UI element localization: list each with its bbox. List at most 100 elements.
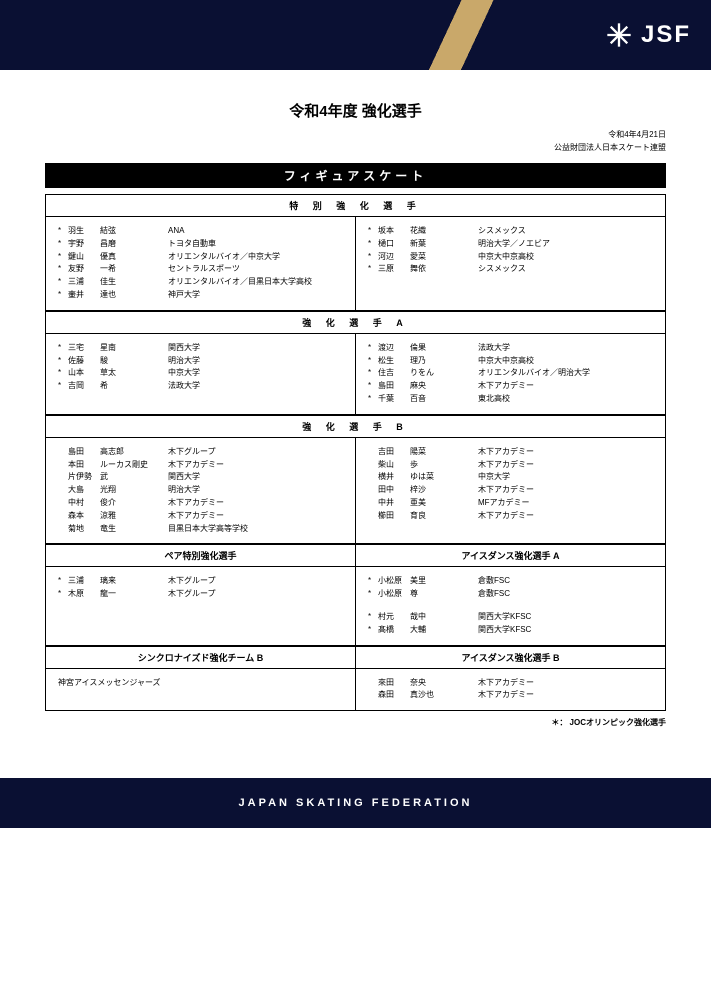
- surname: 住吉: [378, 367, 410, 380]
- jsf-logo: JSF: [605, 21, 691, 49]
- given-name: 奈央: [410, 677, 478, 690]
- given-name: 龍一: [100, 588, 168, 601]
- given-name: 結弦: [100, 225, 168, 238]
- surname: 島田: [378, 380, 410, 393]
- given-name: 麻央: [410, 380, 478, 393]
- affiliation: 関西大学: [168, 471, 343, 484]
- surname: 大島: [68, 484, 100, 497]
- affiliation: 木下アカデミー: [478, 677, 653, 690]
- athlete-row: 大島光翔明治大学: [58, 484, 343, 497]
- athlete-row: *壷井達也神戸大学: [58, 289, 343, 302]
- athlete-row: 中村俊介木下アカデミー: [58, 497, 343, 510]
- surname: 佐藤: [68, 355, 100, 368]
- athlete-row: *三原舞依シスメックス: [368, 263, 653, 276]
- page-title: 令和4年度 強化選手: [45, 100, 666, 121]
- athlete-row: *千葉百音東北高校: [368, 393, 653, 406]
- given-name: 倫果: [410, 342, 478, 355]
- affiliation: オリエンタルバイオ／目黒日本大学高校: [168, 276, 343, 289]
- surname: 三原: [378, 263, 410, 276]
- star-mark: *: [368, 367, 378, 380]
- star-mark: [58, 484, 68, 497]
- star-mark: [368, 689, 378, 702]
- given-name: 育良: [410, 510, 478, 523]
- athlete-row: *三宅星南関西大学: [58, 342, 343, 355]
- section-pair-iceA-header: ペア特別強化選手 アイスダンス強化選手 A: [46, 544, 665, 567]
- athlete-row: *島田麻央木下アカデミー: [368, 380, 653, 393]
- surname: 本田: [68, 459, 100, 472]
- star-mark: [368, 471, 378, 484]
- athlete-row: *河辺愛菜中京大中京高校: [368, 251, 653, 264]
- surname: 木原: [68, 588, 100, 601]
- surname: 渡辺: [378, 342, 410, 355]
- surname: 吉岡: [68, 380, 100, 393]
- affiliation: 木下アカデミー: [168, 497, 343, 510]
- surname: 宇野: [68, 238, 100, 251]
- surname: 柴山: [378, 459, 410, 472]
- section-a-body: *三宅星南関西大学*佐藤駿明治大学*山本草太中京大学*吉岡希法政大学 *渡辺倫果…: [46, 334, 665, 415]
- star-mark: *: [58, 225, 68, 238]
- given-name: 花織: [410, 225, 478, 238]
- athlete-row: *小松原美里倉敷FSC: [368, 575, 653, 588]
- affiliation: 中京大中京高校: [478, 251, 653, 264]
- document-content: 令和4年度 強化選手 令和4年4月21日 公益財団法人日本スケート連盟 フィギュ…: [0, 70, 711, 748]
- athlete-row: *鍵山優真オリエンタルバイオ／中京大学: [58, 251, 343, 264]
- given-name: 舞依: [410, 263, 478, 276]
- affiliation: トヨタ自動車: [168, 238, 343, 251]
- affiliation: シスメックス: [478, 263, 653, 276]
- athlete-row: 來田奈央木下アカデミー: [368, 677, 653, 690]
- affiliation: 木下アカデミー: [478, 689, 653, 702]
- given-name: 優真: [100, 251, 168, 264]
- surname: 來田: [378, 677, 410, 690]
- athlete-table: 特 別 強 化 選 手 *羽生結弦ANA*宇野昌磨トヨタ自動車*鍵山優真オリエン…: [45, 194, 666, 711]
- affiliation: 関西大学: [168, 342, 343, 355]
- given-name: 星南: [100, 342, 168, 355]
- given-name: 光翔: [100, 484, 168, 497]
- surname: 森本: [68, 510, 100, 523]
- athlete-row: *坂本花織シスメックス: [368, 225, 653, 238]
- star-mark: *: [58, 263, 68, 276]
- athlete-row: 田中梓沙木下アカデミー: [368, 484, 653, 497]
- given-name: 真沙也: [410, 689, 478, 702]
- icedance-a-header: アイスダンス強化選手 A: [356, 545, 665, 566]
- footer-text: JAPAN SKATING FEDERATION: [239, 797, 473, 809]
- section-special-body: *羽生結弦ANA*宇野昌磨トヨタ自動車*鍵山優真オリエンタルバイオ／中京大学*友…: [46, 217, 665, 311]
- athlete-row: *宇野昌磨トヨタ自動車: [58, 238, 343, 251]
- star-mark: *: [58, 588, 68, 601]
- star-mark: [368, 484, 378, 497]
- affiliation: 東北高校: [478, 393, 653, 406]
- affiliation: 目黒日本大学高等学校: [168, 523, 343, 536]
- given-name: 新葉: [410, 238, 478, 251]
- affiliation: シスメックス: [478, 225, 653, 238]
- affiliation: 中京大学: [478, 471, 653, 484]
- discipline-header: フィギュアスケート: [45, 163, 666, 188]
- header-navy-overlay: JSF: [431, 0, 711, 70]
- star-mark: [368, 677, 378, 690]
- athlete-row: *樋口新葉明治大学／ノエビア: [368, 238, 653, 251]
- athlete-row: 片伊勢武関西大学: [58, 471, 343, 484]
- given-name: 駿: [100, 355, 168, 368]
- given-name: 陽菜: [410, 446, 478, 459]
- surname: 壷井: [68, 289, 100, 302]
- athlete-row: *住吉りをんオリエンタルバイオ／明治大学: [368, 367, 653, 380]
- surname: 三浦: [68, 575, 100, 588]
- date: 令和4年4月21日: [45, 129, 666, 140]
- surname: 中井: [378, 497, 410, 510]
- athlete-row: 森本涼雅木下アカデミー: [58, 510, 343, 523]
- athlete-row: *山本草太中京大学: [58, 367, 343, 380]
- star-mark: *: [368, 238, 378, 251]
- athlete-row: *渡辺倫果法政大学: [368, 342, 653, 355]
- surname: 島田: [68, 446, 100, 459]
- star-mark: *: [58, 355, 68, 368]
- team-name: 神宮アイスメッセンジャーズ: [58, 677, 161, 690]
- athlete-row: 島田高志郎木下グループ: [58, 446, 343, 459]
- surname: 鍵山: [68, 251, 100, 264]
- given-name: 理乃: [410, 355, 478, 368]
- star-mark: *: [368, 393, 378, 406]
- surname: 田中: [378, 484, 410, 497]
- athlete-row: *佐藤駿明治大学: [58, 355, 343, 368]
- star-mark: *: [368, 355, 378, 368]
- affiliation: ANA: [168, 225, 343, 238]
- section-a-header: 強 化 選 手 A: [46, 311, 665, 334]
- section-b-body: 島田高志郎木下グループ本田ルーカス剛史木下アカデミー片伊勢武関西大学大島光翔明治…: [46, 438, 665, 545]
- section-special-header: 特 別 強 化 選 手: [46, 195, 665, 217]
